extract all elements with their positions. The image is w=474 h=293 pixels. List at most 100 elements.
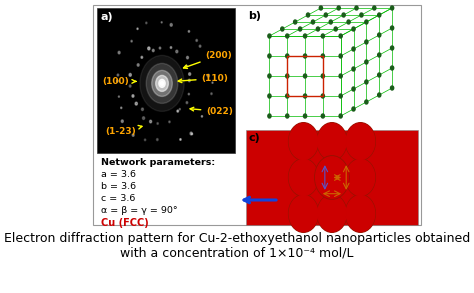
Circle shape: [268, 114, 271, 118]
Circle shape: [346, 159, 375, 196]
Text: (110): (110): [178, 74, 228, 83]
Circle shape: [131, 40, 132, 42]
Circle shape: [186, 56, 189, 59]
Circle shape: [346, 195, 374, 231]
Text: Cu (FCC): Cu (FCC): [101, 218, 149, 228]
Circle shape: [365, 100, 368, 104]
Text: Network parameters:: Network parameters:: [101, 158, 215, 167]
Circle shape: [321, 34, 324, 38]
Text: with a concentration of 1×10⁻⁴ mol/L: with a concentration of 1×10⁻⁴ mol/L: [120, 246, 354, 259]
Circle shape: [391, 46, 394, 50]
Circle shape: [169, 121, 170, 123]
Circle shape: [150, 120, 152, 123]
Circle shape: [334, 27, 337, 31]
Text: α = β = γ = 90°: α = β = γ = 90°: [101, 206, 177, 215]
Circle shape: [318, 124, 346, 159]
Circle shape: [289, 123, 319, 160]
Circle shape: [145, 139, 146, 141]
Text: (200): (200): [183, 51, 232, 69]
Circle shape: [211, 93, 212, 95]
Circle shape: [286, 54, 289, 58]
Circle shape: [196, 39, 198, 42]
Circle shape: [281, 27, 284, 31]
Circle shape: [286, 74, 289, 78]
Circle shape: [391, 26, 394, 30]
Circle shape: [303, 34, 307, 38]
Circle shape: [190, 132, 192, 135]
Circle shape: [299, 27, 301, 31]
Circle shape: [286, 94, 289, 98]
Circle shape: [143, 117, 145, 120]
Circle shape: [365, 40, 368, 44]
Text: a): a): [101, 12, 113, 22]
Circle shape: [365, 20, 368, 24]
Circle shape: [303, 54, 307, 58]
Bar: [287, 56, 323, 96]
Circle shape: [201, 116, 202, 117]
Circle shape: [152, 70, 173, 96]
Circle shape: [157, 122, 158, 125]
Circle shape: [207, 74, 210, 77]
Circle shape: [176, 50, 178, 53]
Circle shape: [289, 159, 319, 196]
Circle shape: [346, 195, 375, 232]
Circle shape: [141, 56, 143, 58]
Circle shape: [303, 114, 307, 118]
Circle shape: [321, 114, 324, 118]
Circle shape: [117, 74, 119, 76]
Circle shape: [289, 195, 318, 231]
Circle shape: [289, 195, 319, 232]
Circle shape: [156, 139, 158, 141]
Circle shape: [321, 74, 324, 78]
Circle shape: [329, 20, 332, 24]
Text: Electron diffraction pattern for Cu-2-ethoxyethanol nanoparticles obtained: Electron diffraction pattern for Cu-2-et…: [4, 232, 470, 245]
Text: b = 3.6: b = 3.6: [101, 182, 136, 191]
Circle shape: [342, 13, 345, 17]
Text: a = 3.6: a = 3.6: [101, 170, 136, 179]
Circle shape: [315, 156, 349, 199]
Circle shape: [137, 28, 138, 30]
Circle shape: [199, 45, 201, 47]
Circle shape: [346, 124, 374, 159]
Circle shape: [188, 93, 190, 95]
Circle shape: [303, 94, 307, 98]
Text: (022): (022): [190, 107, 233, 116]
Text: (1-23): (1-23): [105, 125, 142, 136]
Circle shape: [303, 74, 307, 78]
Circle shape: [135, 102, 137, 105]
Circle shape: [352, 67, 355, 71]
Bar: [246, 130, 418, 225]
Circle shape: [317, 159, 347, 196]
Circle shape: [339, 74, 342, 78]
Circle shape: [352, 27, 355, 31]
Circle shape: [132, 95, 134, 97]
Circle shape: [306, 13, 310, 17]
Circle shape: [311, 20, 315, 24]
Circle shape: [346, 123, 375, 160]
Circle shape: [321, 94, 324, 98]
Circle shape: [137, 64, 139, 66]
Text: (100): (100): [103, 77, 136, 86]
Circle shape: [391, 6, 394, 10]
Circle shape: [121, 120, 123, 122]
Circle shape: [391, 66, 394, 70]
Circle shape: [321, 54, 324, 58]
Circle shape: [180, 139, 181, 140]
Circle shape: [286, 34, 289, 38]
Circle shape: [118, 51, 120, 54]
Circle shape: [129, 85, 131, 87]
Circle shape: [365, 60, 368, 64]
Circle shape: [319, 6, 322, 10]
Bar: [97, 8, 236, 153]
Circle shape: [317, 123, 347, 160]
Circle shape: [289, 124, 318, 159]
Circle shape: [159, 47, 161, 49]
Circle shape: [268, 34, 271, 38]
Circle shape: [160, 81, 164, 85]
Circle shape: [161, 22, 162, 23]
Circle shape: [268, 54, 271, 58]
Circle shape: [391, 86, 394, 90]
Circle shape: [347, 20, 350, 24]
Circle shape: [148, 47, 150, 50]
Circle shape: [337, 6, 340, 10]
